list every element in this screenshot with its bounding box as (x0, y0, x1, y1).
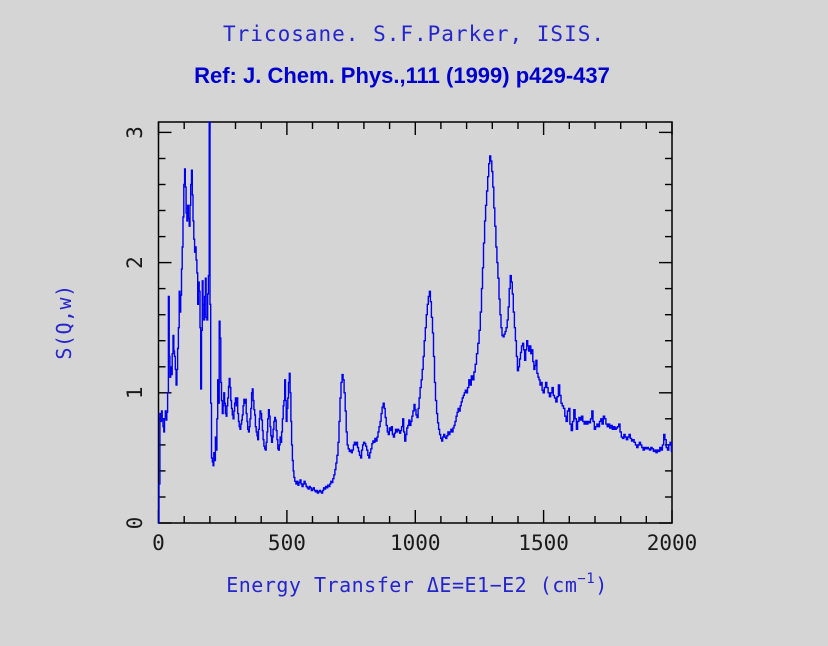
plot-reference: Ref: J. Chem. Phys.,111 (1999) p429-437 (194, 63, 610, 88)
x-axis-title-superscript: −1 (577, 571, 595, 587)
y-tick-label: 2 (123, 256, 147, 269)
x-axis-title: Energy Transfer ΔE=E1−E2 (cm−1) (226, 571, 608, 597)
plot-title: Tricosane. S.F.Parker, ISIS. (222, 22, 606, 46)
x-tick-label: 1500 (518, 531, 569, 555)
x-tick-label: 500 (268, 531, 306, 555)
y-tick-label: 0 (123, 517, 147, 530)
y-axis-title: S(Q,w) (52, 284, 76, 359)
plot-frame (157, 121, 673, 524)
x-axis-title-close: ) (595, 573, 608, 597)
x-axis-title-text: Energy Transfer ΔE=E1−E2 (cm (226, 573, 577, 597)
y-tick-label: 3 (123, 126, 147, 139)
chart-generated-layer: 0 500 1000 1500 2000 0 1 2 3 (123, 121, 698, 555)
x-tick-label: 0 (152, 531, 165, 555)
x-tick-label: 2000 (647, 531, 698, 555)
spectrum-curve (158, 121, 673, 524)
x-tick-label: 1000 (390, 531, 441, 555)
y-tick-label: 1 (123, 386, 147, 399)
